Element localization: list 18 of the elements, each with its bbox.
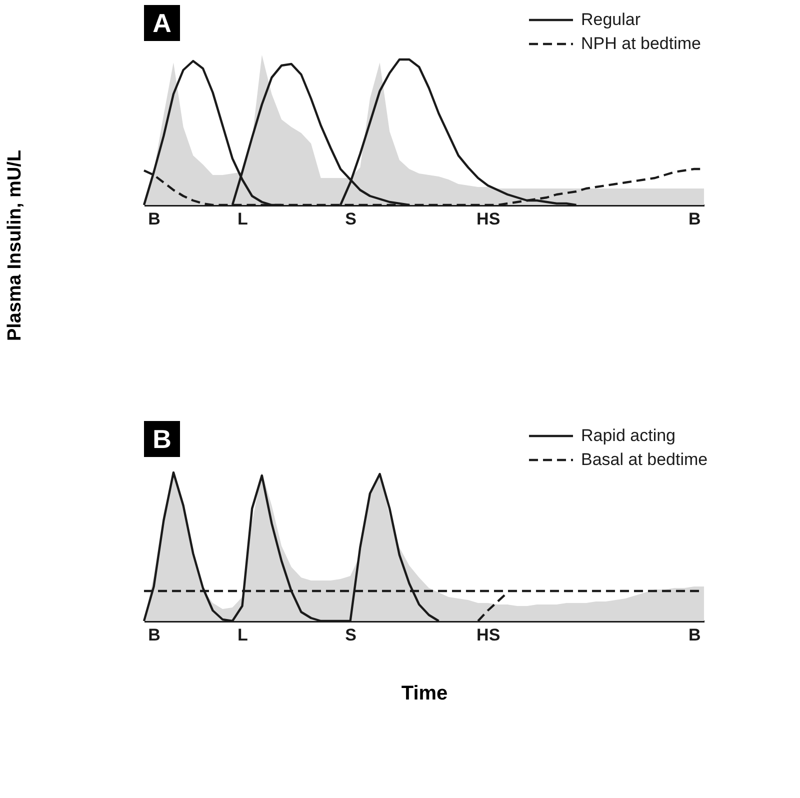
x-tick-label: B <box>148 210 160 228</box>
legend-label: Regular <box>581 10 641 29</box>
legend-label: Rapid acting <box>581 426 676 445</box>
x-tick-label: B <box>688 626 701 644</box>
chart-title: B <box>152 424 172 454</box>
legend-label: NPH at bedtime <box>581 34 701 53</box>
x-axis-title: Time <box>401 682 448 704</box>
x-tick-label: L <box>238 210 248 228</box>
x-tick-label: L <box>238 626 248 644</box>
x-tick-label: HS <box>476 210 500 228</box>
x-tick-label: B <box>148 626 160 644</box>
x-tick-label: B <box>688 210 701 228</box>
x-tick-label: S <box>345 210 356 228</box>
x-tick-label: S <box>345 626 356 644</box>
x-tick-label: HS <box>476 626 500 644</box>
chart-title: A <box>152 8 172 38</box>
y-axis-title: Plasma Insulin, mU/L <box>4 150 26 342</box>
legend-label: Basal at bedtime <box>581 450 708 469</box>
